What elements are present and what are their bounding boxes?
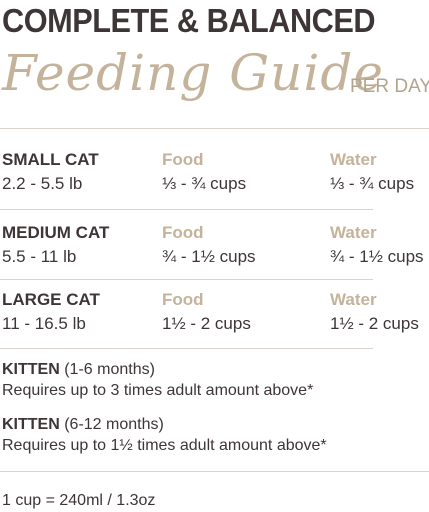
size-label: SMALL CAT — [2, 150, 99, 169]
divider — [0, 128, 429, 129]
per-day-label: PER DAY — [350, 76, 429, 97]
kitten-title: KITTEN (6-12 months) — [2, 416, 164, 434]
water-header: Water — [330, 290, 377, 309]
food-amount: ¾ - 1½ cups — [162, 247, 256, 266]
size-label: LARGE CAT — [2, 290, 100, 309]
food-header: Food — [162, 150, 204, 169]
water-header: Water — [330, 223, 377, 242]
weight-range: 11 - 16.5 lb — [2, 314, 86, 333]
divider — [0, 471, 429, 472]
feeding-guide-title: Feeding Guide — [2, 44, 384, 102]
water-amount: ⅓ - ¾ cups — [330, 174, 415, 193]
divider — [0, 348, 373, 349]
kitten-age: (1-6 months) — [59, 361, 155, 378]
size-label: MEDIUM CAT — [2, 223, 110, 242]
food-header: Food — [162, 223, 204, 242]
water-header: Water — [330, 150, 377, 169]
divider — [0, 279, 373, 280]
food-amount: 1½ - 2 cups — [162, 314, 251, 333]
kitten-age: (6-12 months) — [59, 416, 164, 433]
food-header: Food — [162, 290, 204, 309]
cup-conversion-note: 1 cup = 240ml / 1.3oz — [2, 492, 156, 509]
food-amount: ⅓ - ¾ cups — [162, 174, 247, 193]
water-amount: ¾ - 1½ cups — [330, 247, 424, 266]
kitten-note: Requires up to 3 times adult amount abov… — [2, 382, 314, 399]
kitten-note: Requires up to 1½ times adult amount abo… — [2, 437, 327, 454]
divider — [0, 209, 373, 210]
headline: COMPLETE & BALANCED — [2, 2, 376, 39]
weight-range: 5.5 - 11 lb — [2, 247, 77, 266]
kitten-label: KITTEN — [2, 361, 60, 378]
kitten-label: KITTEN — [2, 416, 60, 433]
water-amount: 1½ - 2 cups — [330, 314, 419, 333]
weight-range: 2.2 - 5.5 lb — [2, 174, 83, 193]
kitten-title: KITTEN (1-6 months) — [2, 361, 155, 379]
